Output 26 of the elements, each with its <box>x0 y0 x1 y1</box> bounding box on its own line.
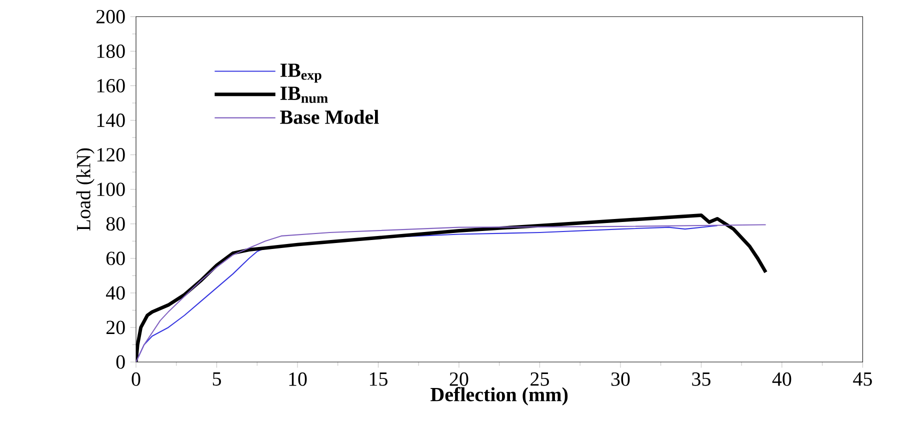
x-tick-label: 45 <box>853 372 872 386</box>
y-axis-title: Load (kN) <box>76 148 94 231</box>
y-tick-label: 40 <box>106 286 125 300</box>
legend-label: Base Model <box>280 110 379 124</box>
x-tick-label: 30 <box>611 372 630 386</box>
legend-label: IB$_{num}$ <box>280 86 328 103</box>
y-tick-label: 80 <box>106 217 125 231</box>
x-tick-label: 0 <box>132 372 140 386</box>
y-tick-label: 160 <box>97 78 125 92</box>
x-tick-label: 10 <box>289 372 307 386</box>
y-tick-label: 0 <box>116 355 125 369</box>
x-tick-label: 35 <box>692 372 710 386</box>
x-tick-label: 20 <box>450 372 468 386</box>
y-tick-label: 100 <box>97 182 125 196</box>
x-tick-label: 40 <box>772 372 792 386</box>
x-tick-label: 15 <box>370 372 388 386</box>
y-tick-label: 140 <box>97 114 125 128</box>
x-tick-label: 5 <box>212 372 221 386</box>
y-tick-label: 60 <box>106 252 125 266</box>
y-tick-label: 20 <box>106 320 125 334</box>
y-tick-label: 120 <box>97 148 125 162</box>
x-axis-title: Deflection (mm) <box>430 387 568 406</box>
legend-label: IB$_{exp}$ <box>280 64 322 83</box>
y-tick-label: 180 <box>97 44 125 58</box>
x-tick-label: 25 <box>530 372 549 386</box>
y-tick-label: 200 <box>96 10 125 24</box>
